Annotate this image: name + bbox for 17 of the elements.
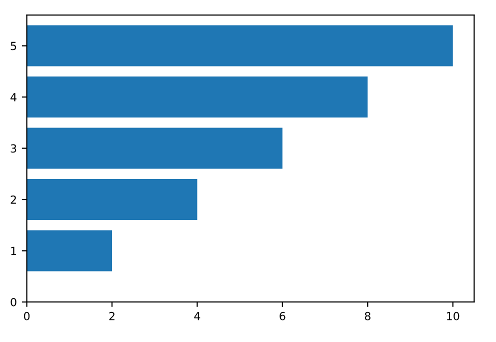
bar bbox=[26, 76, 368, 118]
x-tick-label: 10 bbox=[447, 312, 460, 320]
x-tick-label: 2 bbox=[109, 312, 114, 320]
y-tick-label: 5 bbox=[10, 42, 16, 50]
y-tick-label: 2 bbox=[10, 195, 16, 204]
x-tick-label: 0 bbox=[24, 312, 30, 320]
y-tick-label: 4 bbox=[10, 93, 16, 102]
x-tick-label: 8 bbox=[364, 312, 370, 320]
bar bbox=[26, 179, 198, 220]
x-tick-label: 6 bbox=[280, 312, 286, 320]
bar bbox=[26, 128, 282, 169]
x-tick-label: 4 bbox=[194, 312, 200, 320]
bar bbox=[26, 25, 453, 66]
y-tick-label: 0 bbox=[10, 298, 16, 306]
y-tick-label: 3 bbox=[10, 144, 16, 153]
y-tick-label: 1 bbox=[11, 246, 16, 255]
bar bbox=[26, 230, 112, 272]
